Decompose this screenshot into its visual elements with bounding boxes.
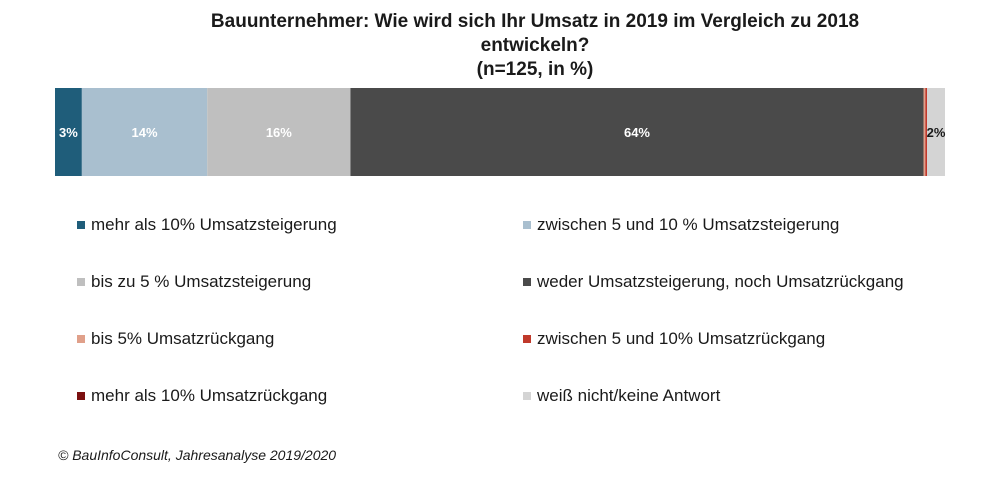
bar-segment-6: [925, 88, 928, 176]
chart-title-line-1: Bauunternehmer: Wie wird sich Ihr Umsatz…: [210, 11, 860, 32]
stacked-bar-svg: 3% 14% 16% 64% 2%: [55, 88, 946, 176]
bar-segment-label-4: 64%: [624, 125, 650, 140]
stacked-bar: 3% 14% 16% 64% 2%: [55, 88, 946, 176]
legend-swatch: [77, 335, 85, 343]
legend-item-2: zwischen 5 und 10 % Umsatzsteigerung: [523, 215, 839, 235]
bar-segment-5: [923, 88, 926, 176]
legend-swatch: [77, 221, 85, 229]
bar-segment-2: [81, 88, 208, 176]
legend-item-3: bis zu 5 % Umsatzsteigerung: [77, 272, 311, 292]
bar-segment-label-1: 3%: [59, 125, 78, 140]
legend-swatch: [523, 335, 531, 343]
bar-segment-label-2: 14%: [132, 125, 158, 140]
legend-item-8: weiß nicht/keine Antwort: [523, 386, 720, 406]
legend-label: weder Umsatzsteigerung, noch Umsatzrückg…: [537, 272, 904, 291]
bar-segment-3: [207, 88, 351, 176]
chart-title-line-3: (n=125, in %): [476, 59, 594, 80]
bar-segment-4: [350, 88, 924, 176]
bar-segment-1: [55, 88, 82, 176]
legend-label: bis 5% Umsatzrückgang: [91, 329, 275, 348]
legend-label: weiß nicht/keine Antwort: [537, 386, 721, 405]
legend-label: zwischen 5 und 10% Umsatzrückgang: [537, 329, 826, 348]
legend-swatch: [523, 278, 531, 286]
legend-item-1: mehr als 10% Umsatzsteigerung: [77, 215, 337, 235]
legend-swatch: [523, 392, 531, 400]
legend-item-6: zwischen 5 und 10% Umsatzrückgang: [523, 329, 825, 349]
legend-label: bis zu 5 % Umsatzsteigerung: [91, 272, 312, 291]
source-note: © BauInfoConsult, Jahresanalyse 2019/202…: [58, 447, 337, 463]
legend-swatch: [523, 221, 531, 229]
legend-label: mehr als 10% Umsatzrückgang: [91, 386, 328, 405]
legend-label: mehr als 10% Umsatzsteigerung: [91, 215, 337, 234]
legend-item-7: mehr als 10% Umsatzrückgang: [77, 386, 327, 406]
bar-segment-label-3: 16%: [266, 125, 292, 140]
chart-title-line-2: entwickeln?: [480, 35, 590, 56]
legend-swatch: [77, 278, 85, 286]
bar-segment-label-8: 2%: [927, 125, 946, 140]
bar-segment-8: [927, 88, 945, 176]
legend-item-4: weder Umsatzsteigerung, noch Umsatzrückg…: [523, 272, 904, 292]
chart-title: Bauunternehmer: Wie wird sich Ihr Umsatz…: [0, 10, 1000, 82]
legend-item-5: bis 5% Umsatzrückgang: [77, 329, 274, 349]
legend-label: zwischen 5 und 10 % Umsatzsteigerung: [537, 215, 840, 234]
legend-swatch: [77, 392, 85, 400]
